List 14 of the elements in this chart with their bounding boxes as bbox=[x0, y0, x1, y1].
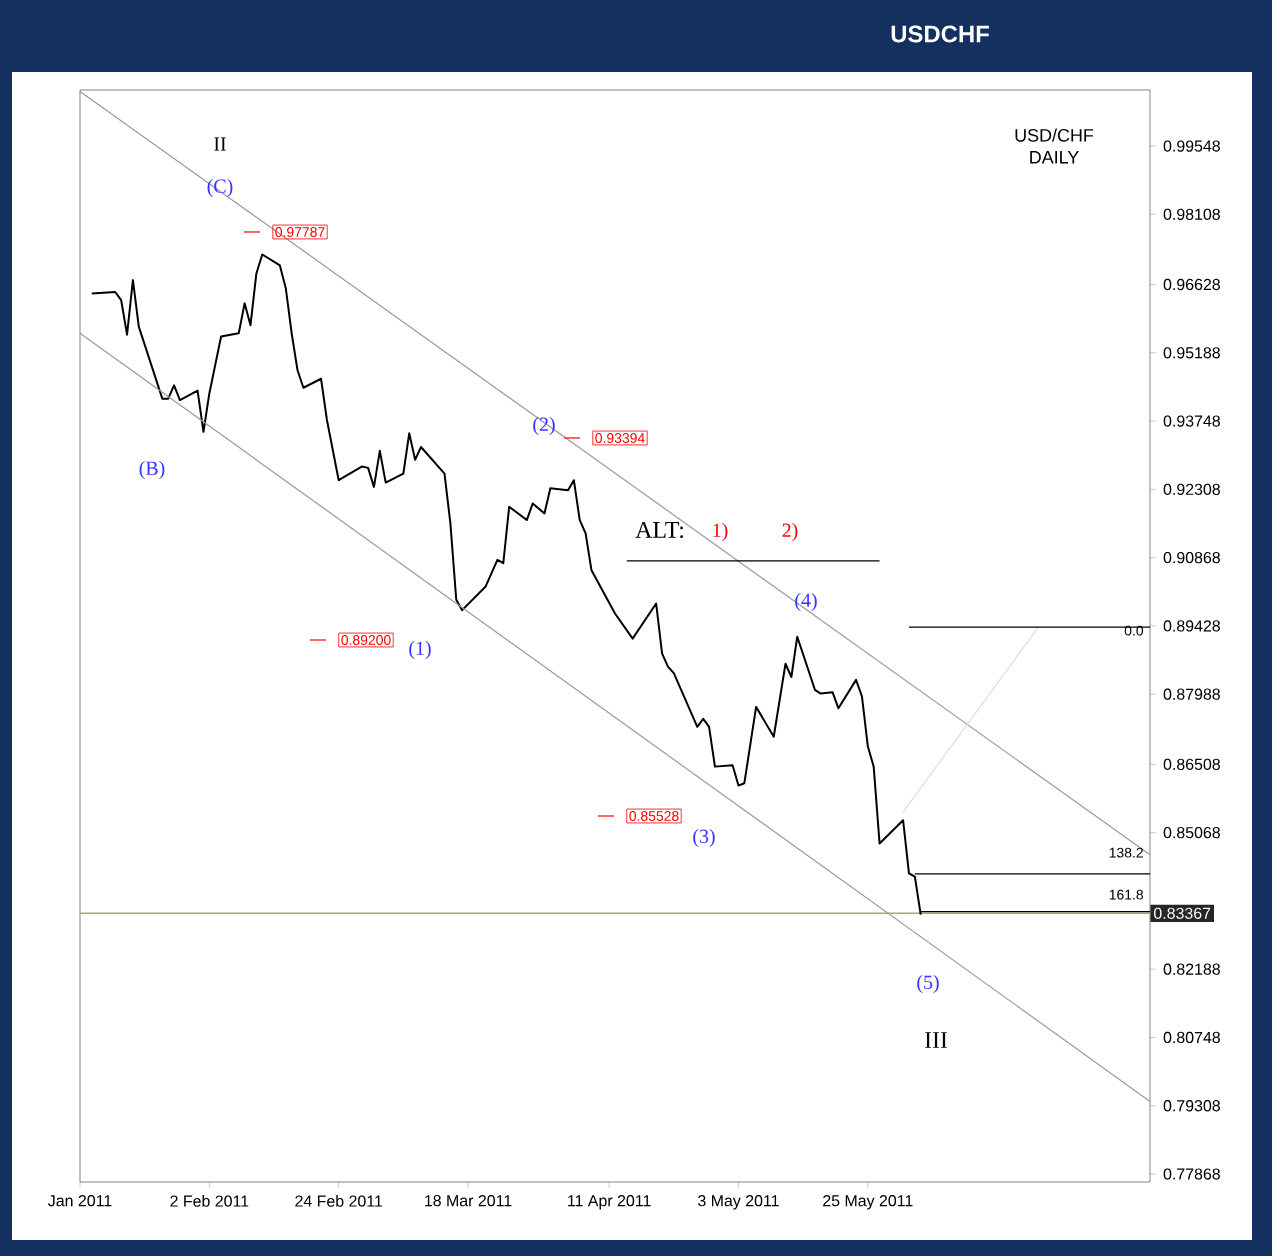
annotation: (B) bbox=[139, 460, 165, 480]
annotation: II bbox=[214, 137, 226, 151]
chart-title: USDCHF bbox=[891, 25, 989, 43]
annotation: ALT: bbox=[635, 521, 683, 539]
annotation: 1) bbox=[713, 522, 728, 542]
annotation: (1) bbox=[409, 640, 431, 660]
annotation: (3) bbox=[693, 828, 715, 848]
annotation: (4) bbox=[795, 592, 817, 612]
annotation: (2) bbox=[533, 416, 555, 436]
annotation: 2) bbox=[782, 522, 798, 542]
annotation: (C) bbox=[207, 178, 233, 198]
annotation: III bbox=[924, 1032, 948, 1048]
annotation: (5) bbox=[917, 974, 939, 994]
text: USD/CHF DAILY bbox=[1015, 128, 1094, 164]
